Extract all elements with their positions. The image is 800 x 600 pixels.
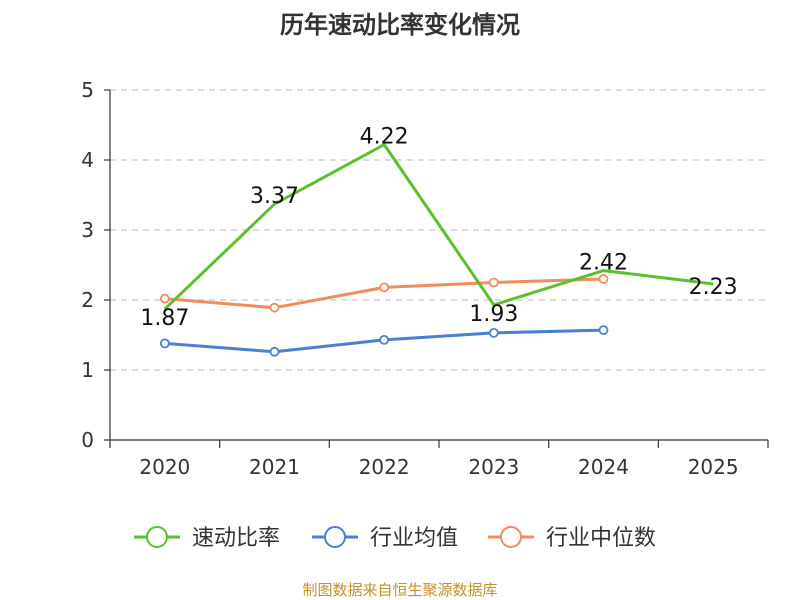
data-point[interactable] bbox=[488, 327, 499, 338]
grid bbox=[110, 89, 768, 371]
data-label: 2.23 bbox=[689, 275, 738, 300]
data-point[interactable] bbox=[159, 293, 170, 304]
x-tick-label: 2025 bbox=[688, 455, 739, 479]
chart-title: 历年速动比率变化情况 bbox=[280, 11, 520, 39]
data-label: 1.93 bbox=[469, 302, 518, 327]
legend-label: 速动比率 bbox=[192, 526, 280, 551]
legend-item[interactable]: 行业均值 bbox=[312, 526, 458, 551]
data-point[interactable] bbox=[379, 334, 390, 345]
data-label: 4.22 bbox=[360, 125, 409, 150]
legend-item[interactable]: 速动比率 bbox=[134, 526, 280, 551]
data-label: 3.37 bbox=[250, 184, 299, 209]
data-point[interactable] bbox=[488, 277, 499, 288]
data-labels: 1.87 3.37 4.22 1.93 2.42 2.23 bbox=[140, 125, 737, 332]
x-tick-label: 2023 bbox=[468, 455, 519, 479]
data-point[interactable] bbox=[379, 282, 390, 293]
data-point[interactable] bbox=[598, 325, 609, 336]
data-point[interactable] bbox=[269, 302, 280, 313]
y-tick-label: 0 bbox=[81, 428, 94, 452]
legend-label: 行业均值 bbox=[370, 526, 458, 551]
legend[interactable]: 速动比率 行业均值 行业中位数 bbox=[134, 526, 656, 551]
axes: 0 1 2 3 4 5 2020 2021 2022 2023 2024 2025 bbox=[81, 78, 769, 479]
legend-marker bbox=[146, 526, 168, 548]
legend-marker bbox=[324, 526, 346, 548]
data-label: 1.87 bbox=[140, 306, 189, 331]
y-tick-label: 4 bbox=[81, 148, 94, 172]
series-layer bbox=[159, 143, 714, 357]
y-tick-label: 2 bbox=[81, 288, 94, 312]
data-point[interactable] bbox=[159, 338, 170, 349]
x-tick-label: 2020 bbox=[139, 455, 190, 479]
x-tick-label: 2021 bbox=[249, 455, 300, 479]
data-point[interactable] bbox=[269, 346, 280, 357]
x-tick-label: 2022 bbox=[359, 455, 410, 479]
y-tick-label: 3 bbox=[81, 218, 94, 242]
x-tick-label: 2024 bbox=[578, 455, 629, 479]
y-tick-label: 1 bbox=[81, 358, 94, 382]
legend-marker bbox=[500, 526, 522, 548]
series-line bbox=[163, 143, 714, 311]
legend-item[interactable]: 行业中位数 bbox=[488, 526, 656, 551]
legend-label: 行业中位数 bbox=[546, 526, 656, 551]
data-label: 2.42 bbox=[579, 251, 628, 276]
data-point[interactable] bbox=[598, 274, 609, 284]
y-tick-label: 5 bbox=[81, 78, 94, 102]
source-note: 制图数据来自恒生聚源数据库 bbox=[302, 581, 497, 599]
